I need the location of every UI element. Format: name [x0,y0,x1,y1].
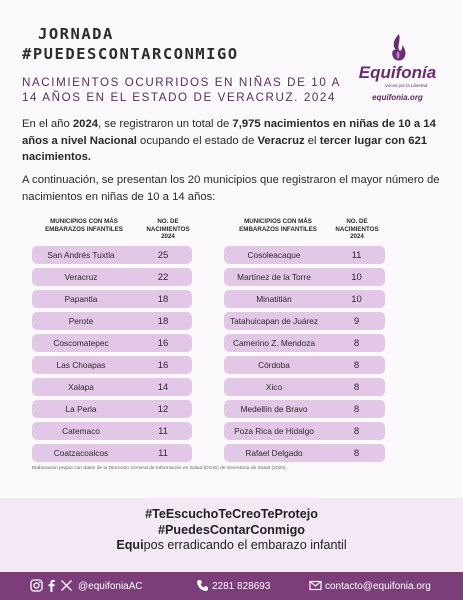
right-header-municipios: MUNICIPIOS CON MÁS EMBARAZOS INFANTILES [239,218,317,233]
equifonia-logo: Equifonía Voces por la Libertad equifoni… [355,33,440,103]
nacimientos-value: 8 [353,447,360,459]
table-row: Córdoba 8 [224,356,385,374]
table-row: Xalapa 14 [32,378,192,396]
municipio-name: Coatzacoalcos [53,447,109,458]
municipio-name: Minatitlán [256,293,292,304]
intro-text: , se registraron un total de [98,118,233,130]
intro-text: ocupando el estado de [136,134,258,147]
mail-icon [309,580,322,591]
table-row: Veracruz 22 [32,268,192,286]
nacimientos-value: 8 [353,425,360,437]
hashtag-1: #TeEscuchoTeCreoTeProtejo [145,507,318,521]
left-header-municipios: MUNICIPIOS CON MÁS EMBARAZOS INFANTILES [45,218,123,233]
municipio-name: Las Choapas [56,359,106,370]
table-row: Tatahuicapan de Juárez 9 [224,312,385,330]
nacimientos-value: 11 [158,425,168,437]
nacimientos-value: 16 [157,337,169,349]
footer-handle[interactable]: @equifoniaAC [78,580,143,592]
table-row: Perote 18 [32,312,192,330]
footer-phone[interactable]: 2281 828693 [212,580,271,592]
header: JORNADA #PUEDESCONTARCONMIGO NACIMIENTOS… [0,0,463,110]
municipio-name: Perote [68,315,94,326]
page-title: JORNADA [38,25,114,43]
intro-national-total: 7,975 nacimientos en niñas de 10 a 14 añ… [22,118,436,147]
municipio-name: Coscomatepec [53,337,109,348]
municipio-name: San Andrés Tuxtla [47,249,115,260]
nacimientos-value: 11 [158,447,168,459]
municipio-name: Tatahuicapan de Juárez [229,315,319,326]
facebook-icon[interactable] [45,579,58,592]
table-row: Xico 8 [224,378,385,396]
table-row: Rafael Delgado 8 [224,444,385,462]
intro-paragraph-2: A continuación, se presentan los 20 muni… [22,174,440,203]
municipio-name: Cosoleacaque [247,249,301,260]
intro-year: 2024 [72,118,99,130]
nacimientos-value: 8 [353,381,360,393]
municipio-name: Catemaco [62,425,100,436]
nacimientos-value: 10 [351,271,362,283]
right-header-nacimientos: NO. DE NACIMIENTOS 2024 [335,218,379,240]
municipio-name: Camerino Z. Mendoza [232,337,316,348]
nacimientos-value: 25 [157,249,169,261]
table-row: Papantla 18 [32,290,192,308]
table-row: Coatzacoalcos 11 [32,444,192,462]
nacimientos-value: 12 [157,403,169,415]
table-row: Las Choapas 16 [32,356,192,374]
municipio-name: La Perla [65,403,97,414]
table-row: Camerino Z. Mendoza 8 [224,334,385,352]
intro-state-rank: tercer lugar con 621 nacimientos. [22,134,428,164]
nacimientos-value: 8 [353,403,360,415]
intro-text: el [304,134,320,147]
nacimientos-value: 18 [157,315,169,327]
flame-icon [392,34,406,61]
phone-icon [197,580,208,591]
nacimientos-value: 16 [157,359,169,371]
intro-paragraph: En el año 2024, se registraron un total … [22,116,442,166]
nacimientos-value: 22 [157,271,169,283]
source-note: Elaboración propia con datos de la Direc… [32,466,288,471]
table-row: La Perla 12 [32,400,192,418]
municipio-name: Xalapa [68,381,94,392]
table-row: Cosoleacaque 11 [224,246,385,264]
nacimientos-value: 10 [351,293,362,305]
slogan-rest: pos erradicando el embarazo infantil [143,538,347,552]
municipio-name: Medellín de Bravo [240,403,308,414]
municipio-name: Rafael Delgado [245,447,303,458]
table-row: Martínez de la Torre 10 [224,268,385,286]
municipio-name: Córdoba [258,359,290,370]
hashtag-band [0,498,463,572]
nacimientos-value: 11 [351,249,362,261]
logo-name: Equifonía [358,63,437,82]
table-row: Catemaco 11 [32,422,192,440]
page-title-hashtag: #PUEDESCONTARCONMIGO [22,45,239,63]
municipio-name: Martínez de la Torre [237,271,311,282]
slogan: Equipos erradicando el embarazo infantil [0,538,463,552]
intro-state: Veracruz [257,134,305,147]
municipio-name: Veracruz [64,271,98,282]
footer-email[interactable]: contacto@equifonia.org [325,580,431,592]
nacimientos-value: 9 [353,315,360,327]
municipio-name: Xico [265,381,283,392]
logo-website: equifonia.org [372,93,423,102]
slogan-bold: Equi [116,538,144,552]
nacimientos-value: 8 [353,337,360,349]
nacimientos-value: 14 [157,381,169,393]
hashtag-2: #PuedesContarConmigo [158,523,305,537]
instagram-icon[interactable] [30,579,43,592]
table-row: San Andrés Tuxtla 25 [32,246,192,264]
nacimientos-value: 18 [157,293,169,305]
logo-tagline: Voces por la Libertad [385,83,428,88]
nacimientos-value: 8 [353,359,360,371]
table-row: Medellín de Bravo 8 [224,400,385,418]
table-row: Poza Rica de Hidalgo 8 [224,422,385,440]
left-header-nacimientos: NO. DE NACIMIENTOS 2024 [146,218,190,240]
municipio-name: Poza Rica de Hidalgo [234,425,314,436]
intro-text: En el año [22,118,73,130]
x-icon[interactable] [60,579,73,592]
table-row: Minatitlán 10 [224,290,385,308]
table-row: Coscomatepec 16 [32,334,192,352]
footer: @equifoniaAC 2281 828693 contacto@equifo… [0,572,463,600]
municipio-name: Papantla [64,293,98,304]
page-subtitle: NACIMIENTOS OCURRIDOS EN NIÑAS DE 10 A 1… [22,76,341,104]
